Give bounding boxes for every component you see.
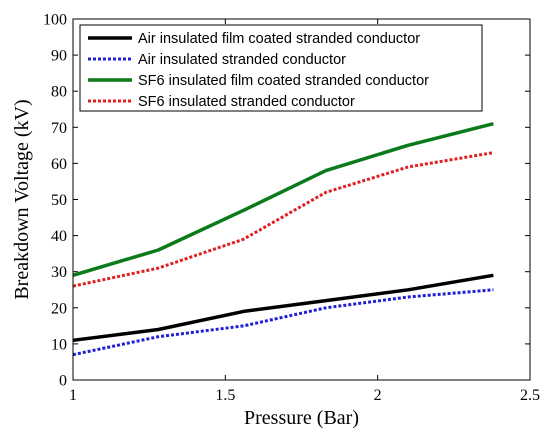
legend-box: [79, 24, 483, 112]
x-tick-label: 2: [374, 387, 382, 404]
plot-frame: [72, 18, 531, 381]
x-tick-label: 1: [69, 387, 77, 404]
legend-label-2: Air insulated stranded conductor: [138, 52, 346, 68]
y-tick-label: 50: [51, 192, 67, 209]
y-tick-label: 20: [51, 300, 67, 317]
series-line-4: [72, 151, 494, 288]
y-axis-title: Breakdown Voltage (kV): [11, 99, 33, 299]
legend: Air insulated film coated stranded condu…: [79, 24, 483, 112]
x-tick-label: 2.5: [520, 387, 540, 404]
x-axis-title: Pressure (Bar): [244, 407, 359, 429]
ticks-layer: 0 10 20 30 40 50 60 70 80 90 100 1 1.5 2 2.5: [43, 12, 540, 405]
legend-label-3: SF6 insulated film coated stranded condu…: [138, 73, 429, 89]
series-line-1: [72, 273, 494, 343]
series-line-2: [72, 288, 494, 357]
y-tick-label: 60: [51, 156, 67, 173]
y-tick-label: 100: [43, 12, 67, 29]
y-tick-label: 80: [51, 84, 67, 101]
y-tick-label: 10: [51, 336, 67, 353]
legend-label-1: Air insulated film coated stranded condu…: [138, 31, 420, 47]
y-tick-label: 30: [51, 264, 67, 281]
series-layer: [72, 122, 494, 357]
y-tick-label: 40: [51, 228, 67, 245]
y-tick-label: 70: [51, 120, 67, 137]
y-tick-label: 90: [51, 48, 67, 65]
x-tick-label: 1.5: [215, 387, 235, 404]
series-line-3: [72, 122, 494, 277]
y-tick-label: 0: [59, 373, 67, 390]
legend-label-4: SF6 insulated stranded conductor: [138, 94, 355, 110]
